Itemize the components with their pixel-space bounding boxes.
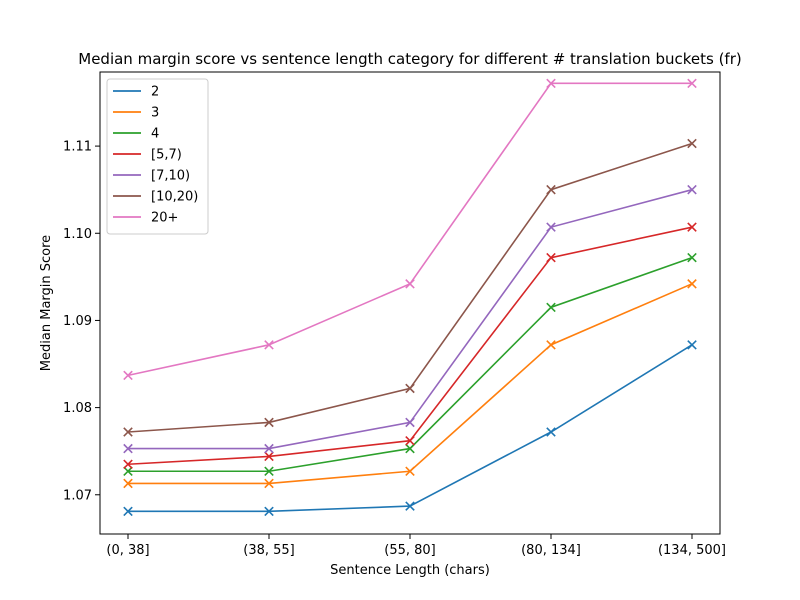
data-point (405, 417, 415, 428)
legend-entry: 3 (113, 106, 159, 121)
y-tick-label: 1.09 (63, 314, 92, 329)
data-point (405, 466, 415, 477)
y-tick-label: 1.10 (63, 227, 92, 242)
axes-layer: (0, 38] (38, 55] (55, 80] (80, 134] (134, 50… (63, 71, 726, 558)
data-point (123, 466, 133, 477)
data-point (123, 459, 133, 470)
data-point (123, 370, 133, 381)
legend-label: [7,10) (151, 169, 190, 184)
data-point (264, 340, 274, 350)
legend-entry: [10,20) (113, 190, 198, 205)
legend-entry: 20+ (113, 211, 178, 226)
data-point (264, 478, 274, 489)
x-tick-label: (80, 134] (521, 543, 581, 558)
data-point (546, 427, 556, 437)
legend-label: 4 (151, 127, 159, 142)
data-point (264, 451, 274, 462)
data-point (264, 466, 274, 477)
series-5 (123, 184, 697, 454)
data-point (123, 478, 133, 489)
y-tick-label: 1.11 (63, 140, 92, 155)
chart-title: Median margin score vs sentence length c… (78, 50, 741, 68)
legend-label: [5,7) (151, 148, 182, 163)
data-point (687, 184, 697, 195)
data-point (546, 78, 556, 89)
legend-entry: 4 (113, 127, 159, 142)
legend-label: [10,20) (151, 190, 198, 205)
data-point (264, 417, 274, 428)
data-point (123, 427, 133, 437)
data-point (123, 506, 133, 517)
data-point (405, 501, 415, 511)
x-tick-label: (38, 55] (243, 543, 295, 558)
x-axis-label: Sentence Length (chars) (330, 563, 490, 578)
legend-label: 20+ (151, 211, 178, 226)
data-point (405, 435, 415, 446)
data-point (687, 252, 697, 263)
data-point (405, 383, 415, 394)
x-tick-label: (0, 38] (106, 543, 149, 558)
data-point (687, 340, 697, 350)
data-point (123, 443, 133, 454)
series-3 (123, 252, 697, 477)
data-point (687, 78, 697, 89)
data-point (546, 184, 556, 195)
x-tick-label: (55, 80] (384, 543, 436, 558)
data-point (264, 443, 274, 454)
series-2 (123, 279, 697, 489)
x-tick-label: (134, 500] (658, 543, 726, 558)
legend-entry: [5,7) (113, 148, 182, 163)
data-point (687, 279, 697, 289)
data-point (546, 340, 556, 350)
legend: 2 3 4 [5,7) [7,10) [10,20) 20+ (106, 78, 209, 235)
data-point (264, 506, 274, 517)
y-axis-label: Median Margin Score (39, 235, 54, 371)
y-tick-label: 1.07 (63, 488, 92, 503)
legend-label: 2 (151, 85, 159, 100)
data-point (687, 138, 697, 149)
series-layer (123, 78, 697, 517)
data-point (405, 443, 415, 454)
legend-entry: 2 (113, 85, 159, 100)
data-point (546, 302, 556, 313)
series-4 (123, 222, 697, 470)
series-7 (123, 78, 697, 381)
series-6 (123, 138, 697, 437)
data-point (687, 222, 697, 232)
series-1 (123, 340, 697, 517)
data-point (546, 252, 556, 263)
data-point (546, 222, 556, 232)
data-point (405, 279, 415, 289)
legend-label: 3 (151, 106, 159, 121)
y-tick-label: 1.08 (63, 401, 92, 416)
legend-entry: [7,10) (113, 169, 190, 184)
